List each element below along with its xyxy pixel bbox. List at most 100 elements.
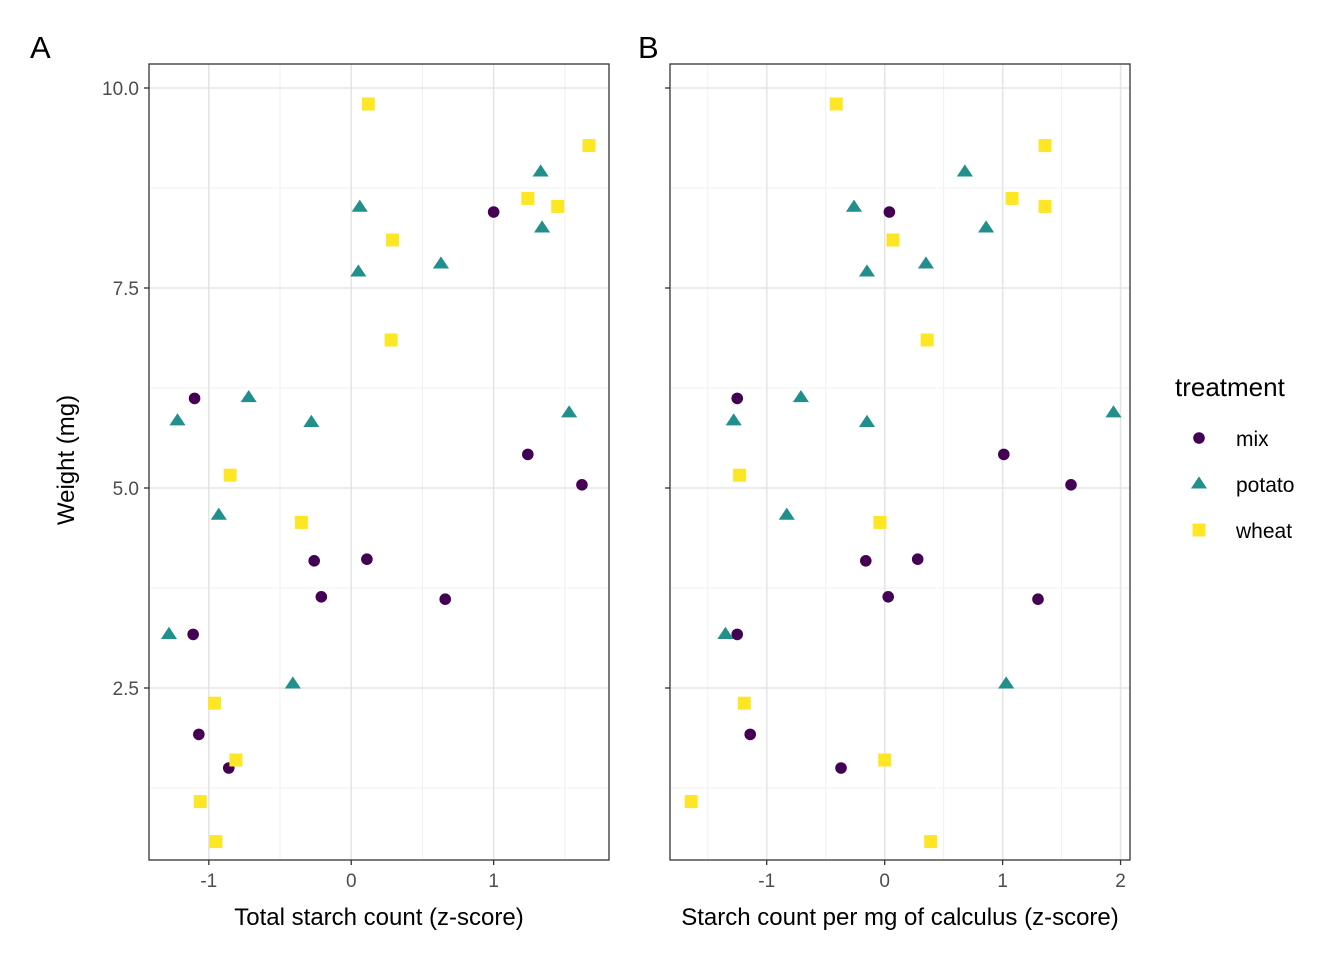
- data-point-potato: [303, 414, 320, 427]
- data-point-mix: [439, 593, 452, 605]
- data-point-wheat: [294, 515, 308, 529]
- data-point-wheat: [208, 696, 222, 710]
- data-point-potato: [717, 626, 734, 639]
- data-point-potato: [169, 413, 186, 426]
- x-axis-title: Starch count per mg of calculus (z-score…: [681, 904, 1119, 931]
- series-wheat: [193, 97, 596, 849]
- data-point-wheat: [209, 835, 223, 849]
- data-point-mix: [487, 206, 500, 218]
- panel-border: [148, 63, 610, 861]
- data-point-potato: [210, 507, 227, 520]
- data-point-wheat: [878, 753, 892, 767]
- data-point-mix: [308, 555, 321, 567]
- data-point-potato: [284, 676, 301, 689]
- data-point-wheat: [829, 97, 843, 111]
- data-point-potato: [858, 414, 876, 427]
- x-tick-label: 2: [1115, 871, 1126, 892]
- data-point-wheat: [521, 191, 535, 205]
- series-mix: [187, 206, 588, 774]
- data-point-wheat: [386, 233, 400, 247]
- data-point-potato: [845, 199, 863, 212]
- y-axis-title: Weight (mg): [53, 395, 80, 525]
- data-point-potato: [998, 676, 1015, 689]
- data-point-wheat: [873, 515, 887, 529]
- data-point-wheat: [1038, 199, 1052, 213]
- legend-key-potato: [1190, 476, 1208, 489]
- data-point-wheat: [924, 835, 938, 849]
- data-point-potato: [351, 199, 368, 212]
- data-point-wheat: [223, 468, 237, 482]
- data-point-wheat: [193, 795, 207, 809]
- legend-key-mix: [1193, 432, 1205, 444]
- data-point-mix: [315, 591, 328, 603]
- y-tick-label: 2.5: [113, 679, 139, 700]
- y-tick-label: 10.0: [102, 79, 139, 100]
- x-tick-label: -1: [758, 871, 775, 892]
- plot-background: [670, 64, 1130, 860]
- legend-title: treatment: [1175, 372, 1286, 402]
- data-point-wheat: [1005, 191, 1019, 205]
- legend-label: wheat: [1235, 520, 1292, 543]
- panel-tag: B: [638, 30, 659, 65]
- data-point-wheat: [886, 233, 900, 247]
- data-point-potato: [956, 164, 973, 177]
- data-point-potato: [561, 405, 578, 418]
- data-point-mix: [744, 728, 757, 741]
- data-point-mix: [997, 448, 1010, 461]
- x-tick-label: -1: [200, 871, 217, 892]
- data-point-wheat: [229, 753, 243, 767]
- data-point-potato: [858, 264, 876, 277]
- legend-key-wheat: [1192, 523, 1206, 537]
- x-tick-label: 1: [488, 871, 499, 892]
- data-point-potato: [534, 220, 551, 233]
- data-point-mix: [882, 591, 895, 603]
- data-point-wheat: [551, 199, 565, 213]
- data-point-mix: [576, 479, 588, 491]
- y-tick-label: 7.5: [113, 279, 139, 300]
- data-point-mix: [731, 628, 744, 641]
- data-point-mix: [188, 392, 201, 405]
- data-point-wheat: [1038, 139, 1052, 153]
- x-tick-label: 1: [997, 871, 1008, 892]
- series-potato: [160, 164, 578, 689]
- data-point-wheat: [920, 333, 934, 347]
- panel-a: -1 0 1 2.5 5.0 7.5 10.0 Total starch count (z-s…: [30, 30, 610, 931]
- x-axis-title: Total starch count (z-score): [234, 904, 523, 931]
- data-point-mix: [361, 553, 373, 565]
- data-point-mix: [859, 555, 872, 567]
- data-point-potato: [917, 256, 935, 269]
- data-point-potato: [725, 413, 742, 426]
- data-point-wheat: [384, 333, 398, 347]
- data-point-mix: [883, 206, 896, 218]
- series-wheat: [684, 97, 1052, 849]
- legend-item-mix: mix: [1193, 428, 1269, 451]
- data-point-mix: [731, 392, 744, 405]
- panel-border: [669, 63, 1131, 861]
- legend: treatment mix potato wheat: [1175, 372, 1294, 543]
- data-point-wheat: [733, 468, 747, 482]
- data-point-potato: [1105, 405, 1122, 418]
- series-mix: [731, 206, 1077, 774]
- data-point-potato: [160, 626, 177, 639]
- data-point-mix: [187, 628, 199, 641]
- data-point-potato: [432, 256, 450, 269]
- y-tick-label: 5.0: [113, 479, 139, 500]
- data-point-potato: [240, 390, 257, 403]
- data-point-mix: [1065, 479, 1077, 491]
- data-point-potato: [350, 264, 367, 277]
- legend-label: potato: [1236, 474, 1294, 497]
- x-tick-label: 0: [879, 871, 890, 892]
- data-point-potato: [532, 164, 549, 177]
- panel-tag: A: [30, 30, 51, 65]
- x-tick-label: 0: [346, 871, 357, 892]
- data-point-mix: [835, 762, 847, 774]
- legend-item-potato: potato: [1190, 474, 1294, 497]
- panel-b: -1 0 1 2 Starch count per mg of calculus (z-…: [638, 30, 1131, 931]
- series-potato: [717, 164, 1122, 689]
- data-point-wheat: [684, 795, 698, 809]
- legend-item-wheat: wheat: [1192, 520, 1292, 543]
- data-point-wheat: [737, 696, 751, 710]
- data-point-wheat: [582, 139, 596, 153]
- data-point-mix: [522, 448, 534, 461]
